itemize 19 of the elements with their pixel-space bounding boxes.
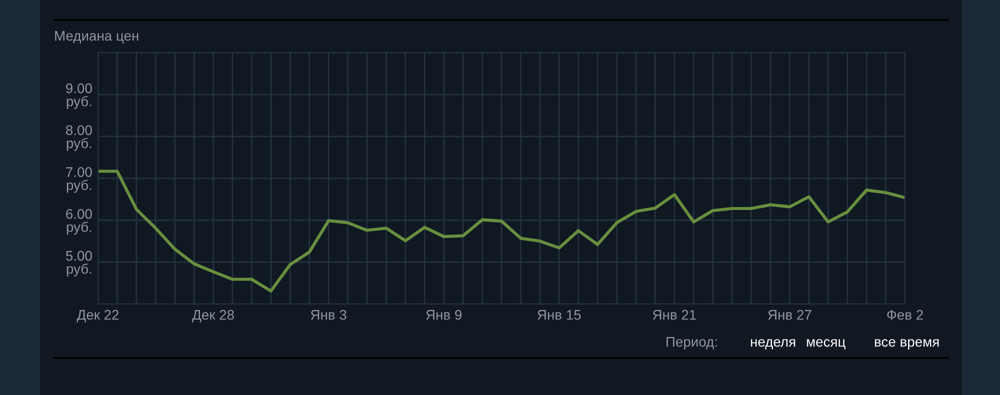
x-tick-label: Янв 27 xyxy=(768,310,812,320)
x-tick-label: Дек 28 xyxy=(192,310,234,322)
text: месяц xyxy=(806,339,846,350)
y-tick-label: 6.00 руб. xyxy=(66,209,92,235)
text: неделя xyxy=(750,339,796,350)
x-tick-label: Янв 3 xyxy=(310,310,346,320)
text: Период: xyxy=(666,337,717,350)
y-tick-label: 5.00 руб. xyxy=(66,250,92,277)
x-tick-label: Янв 21 xyxy=(652,310,696,320)
x-tick-label: Фев 2 xyxy=(887,310,923,320)
line-series xyxy=(98,170,905,293)
y-tick-label: 8.00 руб. xyxy=(66,125,92,151)
text: все время xyxy=(874,339,939,350)
x-tick-label: Янв 9 xyxy=(426,310,462,320)
x-tick-label: Янв 15 xyxy=(538,310,581,320)
x-tick-label: Дек 22 xyxy=(76,310,119,322)
y-tick-label: 9.00 руб. xyxy=(66,83,92,110)
chart-title: Медиана цен xyxy=(55,31,138,44)
y-tick-label: 7.00 руб. xyxy=(66,167,92,193)
